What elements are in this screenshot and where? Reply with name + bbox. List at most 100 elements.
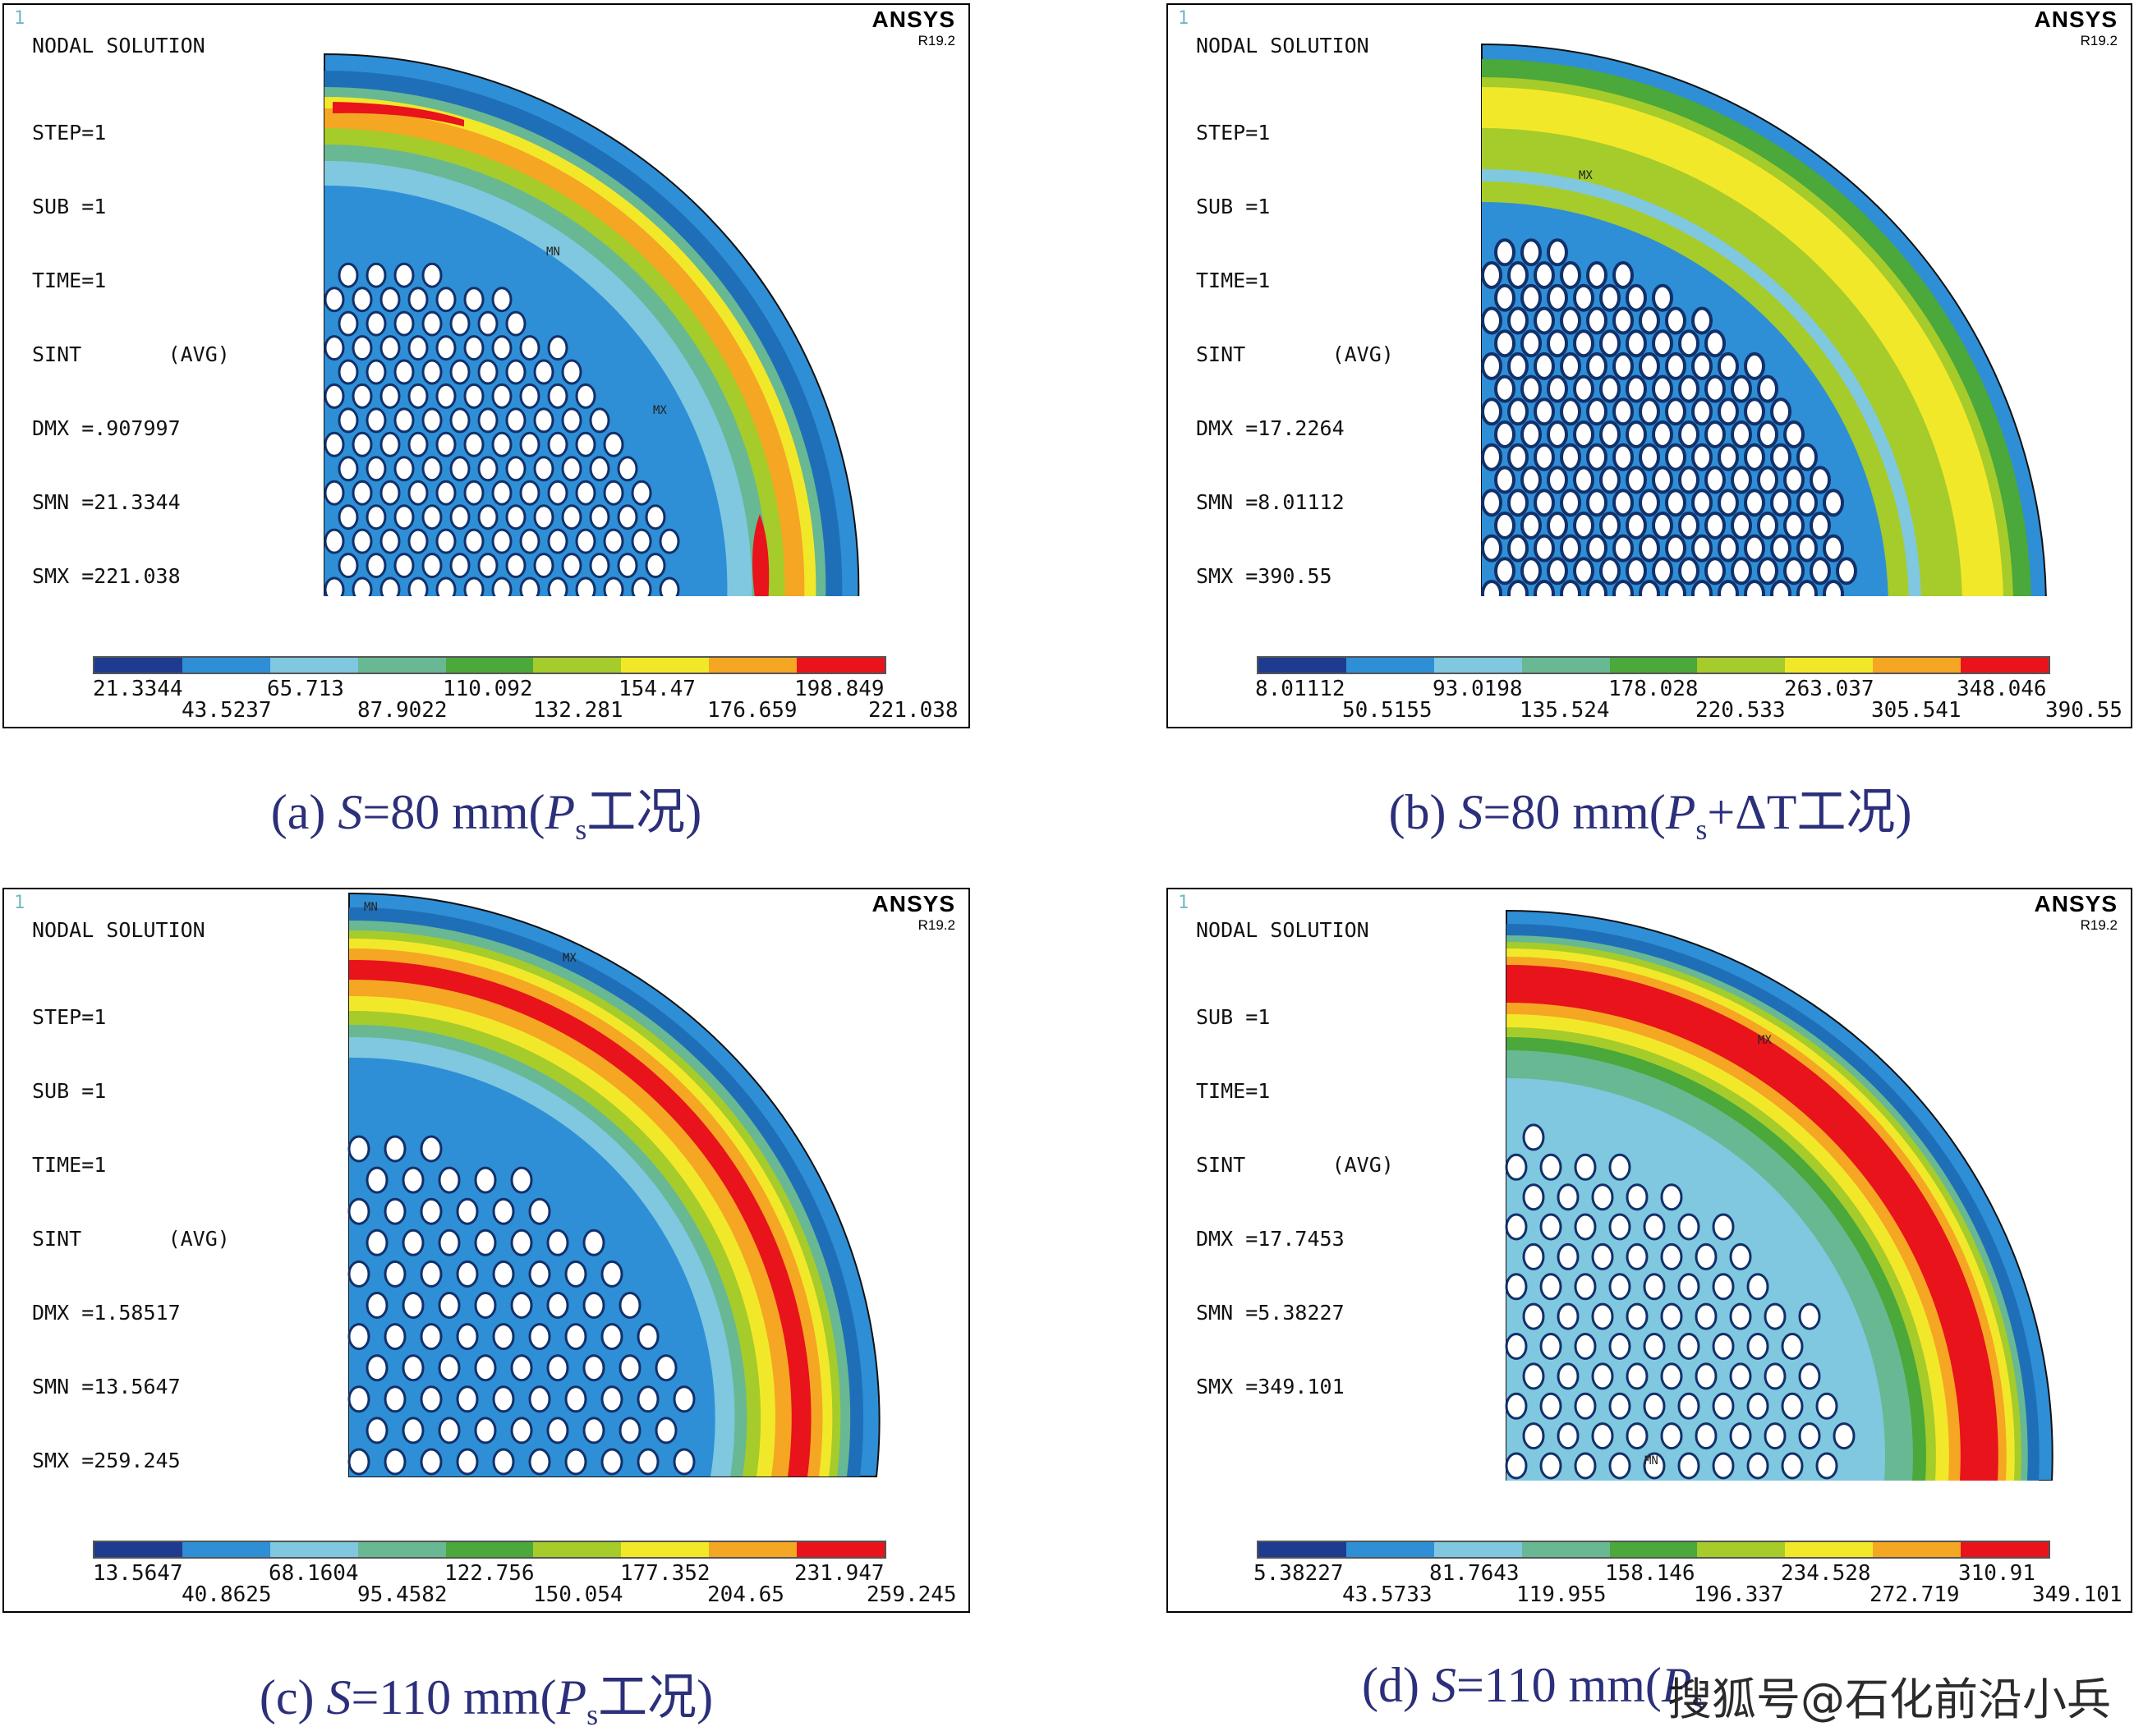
tube-hole	[1599, 557, 1621, 586]
tube-hole	[407, 335, 429, 361]
tube-hole	[393, 310, 415, 337]
tube-hole	[1704, 329, 1726, 358]
tube-hole	[1643, 1392, 1666, 1420]
tube-hole	[659, 576, 680, 596]
tube-hole	[1547, 238, 1568, 267]
info-line: SMX =390.55	[1196, 564, 1332, 588]
info-line: SMN =21.3344	[32, 490, 181, 514]
tube-hole	[449, 504, 471, 530]
tube-hole	[352, 335, 373, 361]
tube-hole	[1783, 557, 1805, 586]
tube-hole	[546, 1417, 569, 1444]
tube-hole	[1718, 489, 1739, 517]
tube-hole	[533, 456, 554, 482]
tube-hole	[477, 407, 499, 434]
tube-hole	[510, 1354, 533, 1382]
legend-swatch	[1961, 1542, 2049, 1557]
tube-hole	[1507, 443, 1529, 471]
tube-hole	[491, 528, 513, 554]
tube-hole	[438, 1292, 461, 1319]
tube-hole	[1599, 329, 1621, 358]
tube-hole	[338, 504, 359, 530]
legend-value: 348.046	[1957, 677, 2047, 701]
tube-hole	[379, 480, 401, 506]
tube-hole	[463, 383, 485, 409]
tube-hole	[600, 1385, 623, 1413]
tube-hole	[1652, 557, 1673, 586]
tube-hole	[1481, 351, 1502, 380]
tube-hole	[1586, 580, 1607, 596]
tube-hole	[589, 407, 610, 434]
tube-hole	[463, 576, 485, 596]
info-title: NODAL SOLUTION	[32, 34, 205, 57]
tube-hole	[438, 1229, 461, 1256]
tube-hole	[589, 504, 610, 530]
info-line: DMX =1.58517	[32, 1301, 181, 1325]
caption-prefix: (c)	[259, 1670, 327, 1725]
tube-hole	[519, 335, 540, 361]
tube-hole	[575, 480, 596, 506]
tube-hole	[492, 1385, 515, 1413]
caption-var: S	[338, 785, 363, 839]
tube-hole	[659, 528, 680, 554]
tube-hole	[1520, 329, 1542, 358]
tube-hole	[533, 504, 554, 530]
tube-hole	[1770, 443, 1791, 471]
tube-hole	[582, 1292, 605, 1319]
tube-hole	[582, 1229, 605, 1256]
info-line: SMN =8.01112	[1196, 490, 1345, 514]
tube-hole	[1586, 443, 1607, 471]
info-line: TIME=1	[32, 1153, 107, 1177]
window-number: 1	[14, 893, 25, 913]
tube-hole	[1505, 1452, 1528, 1480]
tube-hole	[1660, 1242, 1683, 1270]
ansys-logo: ANSYS	[872, 7, 955, 32]
tube-hole	[1764, 1362, 1787, 1390]
legend-swatch	[1873, 1542, 1962, 1557]
tube-hole	[379, 287, 401, 313]
tube-hole	[1639, 489, 1660, 517]
tube-hole	[1639, 397, 1660, 426]
tube-hole	[1744, 351, 1765, 380]
tube-hole	[1560, 443, 1581, 471]
color-legend-bar	[93, 656, 886, 674]
tube-hole	[1591, 1302, 1614, 1330]
tube-hole	[1494, 374, 1515, 403]
tube-hole	[1764, 1422, 1787, 1450]
tube-hole	[477, 504, 499, 530]
tube-hole	[631, 576, 652, 596]
tube-hole	[420, 1323, 443, 1351]
tube-hole	[1507, 261, 1529, 289]
tube-hole	[366, 553, 387, 579]
tube-hole	[1695, 1362, 1718, 1390]
tube-hole	[435, 383, 457, 409]
tube-hole	[449, 553, 471, 579]
tube-hole	[352, 287, 373, 313]
tube-hole	[1539, 1213, 1562, 1241]
legend-swatch	[533, 658, 622, 673]
tube-hole	[1691, 580, 1713, 596]
tube-hole	[1520, 283, 1542, 312]
tube-hole	[1608, 1273, 1631, 1301]
ansys-logo: ANSYS	[2034, 891, 2118, 916]
tube-hole	[519, 576, 540, 596]
tube-hole	[1626, 1183, 1649, 1211]
tube-hole	[491, 383, 513, 409]
tube-hole	[1534, 306, 1555, 335]
legend-value: 272.719	[1870, 1582, 1960, 1607]
tube-hole	[438, 1354, 461, 1382]
min-marker: MN	[546, 246, 560, 259]
tube-hole	[1560, 261, 1581, 289]
legend-swatch	[797, 658, 885, 673]
window-number: 1	[1178, 8, 1189, 29]
tube-hole	[393, 456, 415, 482]
legend-value: 204.65	[707, 1582, 784, 1607]
solution-info: SUB =1 TIME=1 SINT (AVG) DMX =17.7453 SM…	[1196, 957, 1394, 1448]
tube-hole	[1608, 1392, 1631, 1420]
tube-hole	[528, 1448, 551, 1476]
tube-hole	[631, 480, 652, 506]
tube-hole	[1534, 580, 1555, 596]
tube-hole	[533, 407, 554, 434]
tube-hole	[1599, 283, 1621, 312]
tube-hole	[673, 1385, 696, 1413]
